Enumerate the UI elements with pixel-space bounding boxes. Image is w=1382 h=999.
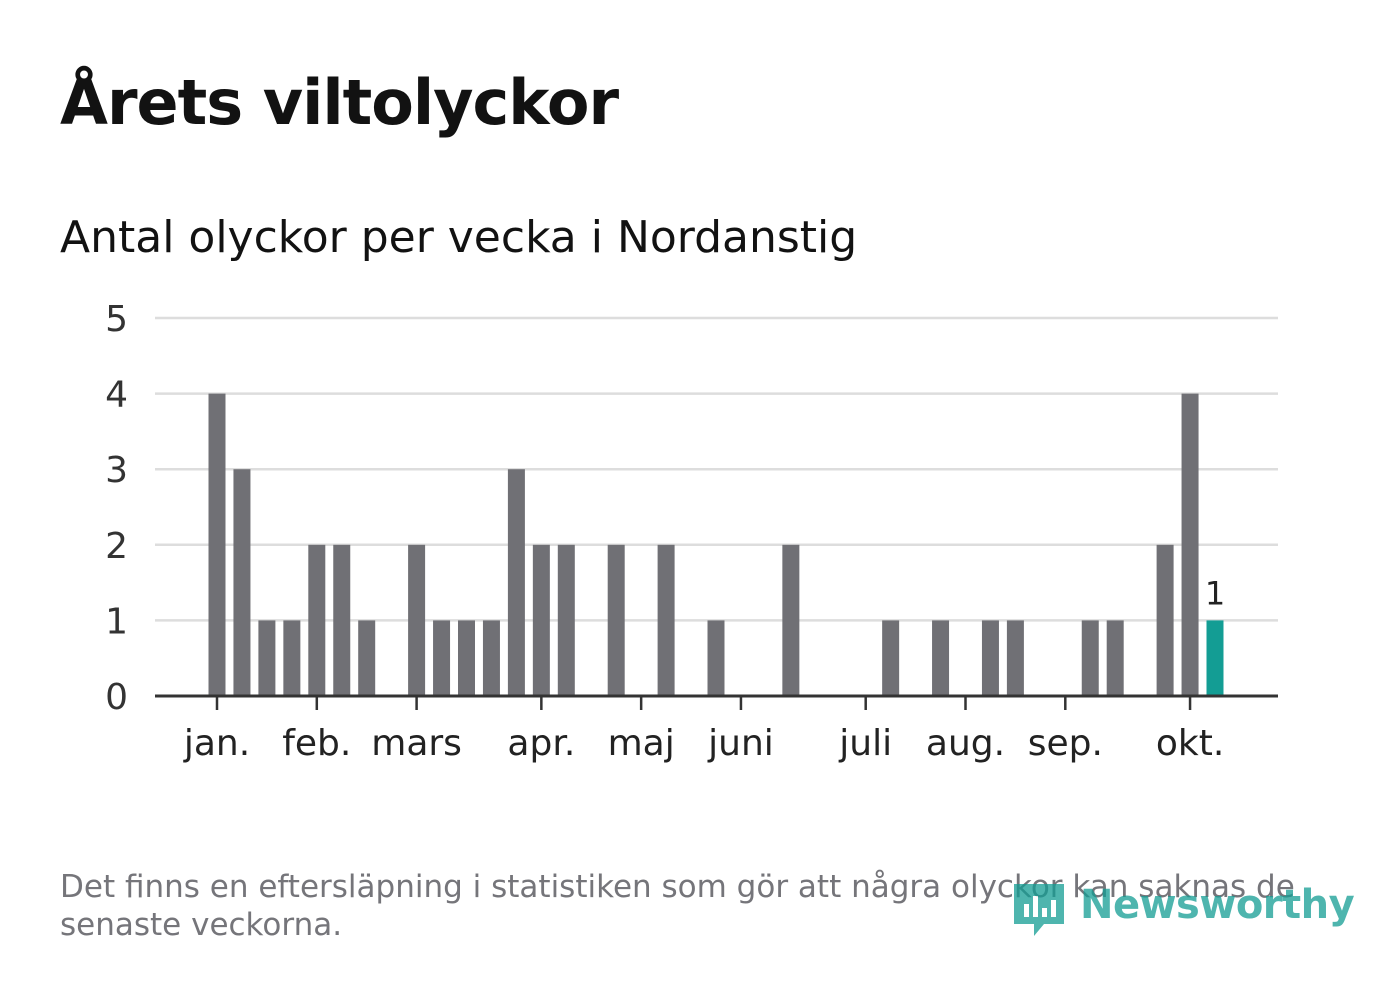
y-tick-label: 3 — [105, 450, 128, 491]
bar-week-11 — [458, 620, 475, 696]
bar-week-17 — [607, 544, 625, 696]
y-tick-label: 0 — [105, 677, 128, 718]
bar-week-37 — [1106, 620, 1124, 696]
newsworthy-logo-text: Newsworthy — [1080, 882, 1355, 928]
x-axis-labels: jan. feb. mars apr. maj juni juli aug. sep. okt. — [183, 723, 1224, 764]
bar-week-4 — [283, 620, 301, 696]
y-axis-labels: 0 1 2 3 4 5 — [105, 299, 128, 718]
x-tick-label: aug. — [926, 723, 1005, 764]
chart-subtitle: Antal olyckor per vecka i Nordanstig — [60, 212, 858, 263]
bar-week-15 — [557, 544, 575, 696]
bar-week-14 — [532, 544, 550, 696]
bar-week-40 — [1181, 393, 1199, 696]
highlight-value-label: 1 — [1205, 574, 1225, 612]
bars — [208, 393, 1224, 696]
bar-week-30 — [932, 620, 950, 696]
bar-week-33 — [1006, 620, 1024, 696]
y-tick-label: 2 — [105, 526, 128, 567]
x-tick-label: juni — [707, 723, 774, 764]
bar-week-2 — [233, 469, 251, 696]
bar-week-32 — [981, 620, 999, 696]
newsworthy-logo: Newsworthy — [1010, 878, 1355, 942]
annotations: 1 — [1205, 574, 1225, 612]
bar-week-9 — [408, 544, 426, 696]
footnote: Det finns en eftersläpning i statistiken… — [60, 869, 1295, 943]
y-tick-label: 1 — [105, 601, 128, 642]
y-tick-label: 5 — [105, 299, 128, 340]
bar-highlight-week-41 — [1206, 620, 1224, 696]
bar-week-6 — [333, 544, 351, 696]
x-tick-label: feb. — [282, 723, 351, 764]
bar-week-13 — [507, 469, 525, 696]
y-tick-label: 4 — [105, 375, 128, 416]
bar-week-39 — [1156, 544, 1174, 696]
bar-week-1 — [208, 393, 226, 696]
newsworthy-logo-icon — [1014, 884, 1064, 936]
x-tick-label: maj — [608, 723, 675, 764]
bar-week-3 — [258, 620, 276, 696]
x-tick-label: jan. — [183, 723, 250, 764]
x-axis — [155, 694, 1278, 710]
bar-week-12 — [482, 620, 500, 696]
bar-week-10 — [433, 620, 451, 696]
bar-week-19 — [657, 544, 675, 696]
x-tick-label: juli — [838, 723, 892, 764]
x-tick-label: sep. — [1028, 723, 1103, 764]
bar-week-5 — [308, 544, 326, 696]
bar-week-7 — [358, 620, 376, 696]
x-tick-label: apr. — [507, 723, 575, 764]
bar-week-21 — [707, 620, 725, 696]
bar-week-36 — [1081, 620, 1099, 696]
x-tick-label: okt. — [1156, 723, 1224, 764]
bar-week-24 — [782, 544, 800, 696]
bar-week-28 — [882, 620, 900, 696]
bar-chart: 0 1 2 3 4 5 jan. feb. mars apr. maj juni juli aug. se… — [105, 299, 1278, 764]
x-tick-label: mars — [371, 723, 462, 764]
chart-title: Årets viltolyckor — [60, 66, 619, 139]
